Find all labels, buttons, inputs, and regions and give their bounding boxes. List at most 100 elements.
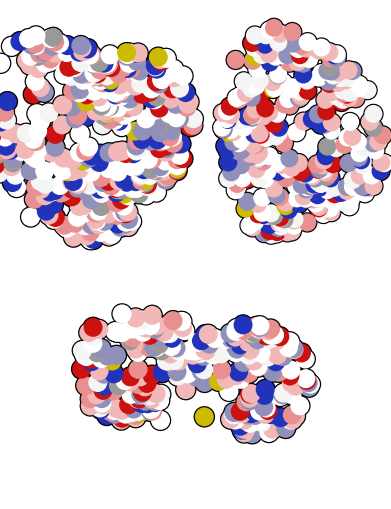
Circle shape bbox=[0, 102, 9, 123]
Circle shape bbox=[96, 65, 118, 87]
Circle shape bbox=[64, 213, 86, 234]
Circle shape bbox=[99, 54, 118, 74]
Circle shape bbox=[219, 142, 237, 159]
Circle shape bbox=[348, 131, 368, 152]
Circle shape bbox=[313, 204, 334, 224]
Circle shape bbox=[156, 171, 175, 190]
Circle shape bbox=[216, 137, 234, 155]
Circle shape bbox=[68, 208, 87, 227]
Circle shape bbox=[81, 230, 100, 249]
Circle shape bbox=[68, 196, 90, 217]
Circle shape bbox=[0, 91, 18, 112]
Circle shape bbox=[109, 84, 128, 103]
Circle shape bbox=[333, 90, 353, 110]
Circle shape bbox=[300, 50, 318, 68]
Circle shape bbox=[371, 152, 391, 173]
Circle shape bbox=[374, 153, 391, 174]
Circle shape bbox=[308, 160, 328, 180]
Circle shape bbox=[366, 142, 384, 159]
Circle shape bbox=[142, 159, 163, 181]
Circle shape bbox=[265, 46, 286, 67]
Circle shape bbox=[253, 37, 273, 58]
Circle shape bbox=[329, 88, 347, 106]
Circle shape bbox=[85, 100, 107, 122]
Circle shape bbox=[156, 135, 177, 157]
Circle shape bbox=[120, 366, 141, 388]
Circle shape bbox=[240, 383, 262, 404]
Circle shape bbox=[196, 325, 215, 344]
Circle shape bbox=[66, 172, 88, 193]
Circle shape bbox=[231, 86, 252, 106]
Circle shape bbox=[304, 175, 325, 195]
Circle shape bbox=[254, 404, 276, 425]
Circle shape bbox=[90, 182, 109, 202]
Circle shape bbox=[323, 65, 343, 86]
Circle shape bbox=[168, 150, 187, 169]
Circle shape bbox=[76, 41, 95, 60]
Circle shape bbox=[156, 143, 175, 162]
Circle shape bbox=[0, 112, 10, 131]
Circle shape bbox=[133, 122, 152, 140]
Circle shape bbox=[17, 51, 36, 70]
Circle shape bbox=[123, 328, 142, 347]
Circle shape bbox=[59, 218, 78, 237]
Circle shape bbox=[257, 161, 278, 181]
Circle shape bbox=[190, 343, 212, 364]
Circle shape bbox=[332, 69, 350, 87]
Circle shape bbox=[250, 320, 269, 339]
Circle shape bbox=[173, 149, 192, 168]
Circle shape bbox=[172, 148, 194, 169]
Circle shape bbox=[20, 45, 41, 67]
Circle shape bbox=[310, 42, 328, 60]
Circle shape bbox=[178, 91, 200, 112]
Circle shape bbox=[312, 39, 330, 56]
Circle shape bbox=[279, 148, 300, 168]
Circle shape bbox=[142, 400, 161, 419]
Circle shape bbox=[80, 395, 101, 417]
Circle shape bbox=[0, 140, 11, 161]
Circle shape bbox=[130, 386, 149, 405]
Circle shape bbox=[164, 134, 183, 153]
Circle shape bbox=[77, 93, 96, 111]
Circle shape bbox=[231, 87, 249, 105]
Circle shape bbox=[363, 133, 384, 154]
Circle shape bbox=[178, 98, 196, 117]
Circle shape bbox=[112, 411, 131, 430]
Circle shape bbox=[88, 319, 109, 340]
Circle shape bbox=[267, 222, 287, 242]
Circle shape bbox=[155, 65, 174, 83]
Circle shape bbox=[126, 408, 145, 427]
Circle shape bbox=[309, 197, 329, 217]
Circle shape bbox=[213, 120, 233, 140]
Circle shape bbox=[251, 89, 269, 107]
Circle shape bbox=[228, 340, 246, 359]
Circle shape bbox=[80, 221, 101, 243]
Circle shape bbox=[130, 383, 151, 405]
Circle shape bbox=[61, 186, 83, 208]
Circle shape bbox=[0, 128, 14, 147]
Circle shape bbox=[38, 204, 60, 226]
Circle shape bbox=[149, 114, 171, 135]
Circle shape bbox=[128, 402, 147, 421]
Circle shape bbox=[114, 196, 133, 216]
Circle shape bbox=[291, 397, 309, 415]
Circle shape bbox=[103, 363, 125, 385]
Circle shape bbox=[181, 117, 200, 136]
Circle shape bbox=[200, 335, 219, 354]
Circle shape bbox=[239, 111, 260, 131]
Circle shape bbox=[282, 80, 300, 98]
Circle shape bbox=[127, 44, 147, 63]
Circle shape bbox=[112, 148, 131, 166]
Circle shape bbox=[235, 119, 253, 137]
Circle shape bbox=[284, 35, 302, 52]
Circle shape bbox=[108, 162, 127, 182]
Circle shape bbox=[307, 154, 327, 175]
Circle shape bbox=[155, 323, 177, 344]
Circle shape bbox=[240, 389, 259, 408]
Circle shape bbox=[278, 46, 296, 64]
Circle shape bbox=[350, 78, 370, 98]
Circle shape bbox=[270, 327, 289, 346]
Circle shape bbox=[96, 55, 118, 76]
Circle shape bbox=[117, 58, 138, 79]
Circle shape bbox=[135, 184, 157, 206]
